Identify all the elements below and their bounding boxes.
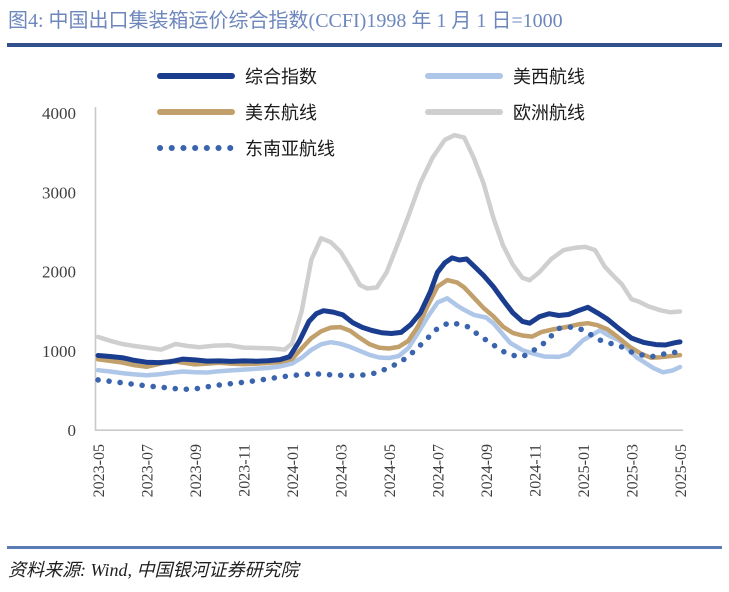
x-tick-label: 2023-05 xyxy=(91,444,108,497)
legend-item-composite: 综合指数 xyxy=(156,58,424,94)
series-line-us-west xyxy=(95,296,683,378)
y-tick-label: 4000 xyxy=(42,104,76,123)
series-line-southeast-asia xyxy=(95,319,683,393)
x-tick-label: 2024-07 xyxy=(431,444,448,497)
legend-label-southeast-asia: 东南亚航线 xyxy=(245,139,335,159)
x-tick-label: 2024-01 xyxy=(285,444,302,497)
legend-swatch-europe-line-icon xyxy=(425,109,503,115)
legend-swatch-southeast-asia-dotted-line-icon xyxy=(157,145,235,151)
legend-item-us-west: 美西航线 xyxy=(424,58,585,94)
legend-swatch-us-east-line-icon xyxy=(157,109,235,115)
footer-rule xyxy=(7,546,722,549)
legend-label-composite: 综合指数 xyxy=(245,67,317,87)
legend-item-southeast-asia: 东南亚航线 xyxy=(156,130,424,166)
figure-title: 图4: 中国出口集装箱运价综合指数(CCFI)1998 年 1 月 1 日=10… xyxy=(8,10,563,32)
y-tick-label: 3000 xyxy=(42,183,76,202)
y-tick-label: 2000 xyxy=(42,263,76,282)
title-rule xyxy=(7,43,722,47)
x-tick-label: 2024-11 xyxy=(528,444,545,497)
series-line-composite xyxy=(95,255,683,366)
chart-legend: 综合指数 美西航线美东航线 欧洲航线东南亚航线 xyxy=(156,58,585,166)
x-tick-label: 2023-09 xyxy=(188,444,205,497)
x-tick-label: 2025-03 xyxy=(625,444,642,497)
legend-label-europe: 欧洲航线 xyxy=(513,103,585,123)
x-tick-label: 2025-05 xyxy=(673,444,690,497)
x-tick-label: 2023-11 xyxy=(237,444,254,497)
y-tick-label: 1000 xyxy=(42,342,76,361)
x-tick-label: 2023-07 xyxy=(140,444,157,497)
series-line-europe xyxy=(95,132,683,352)
legend-swatch-us-west-line-icon xyxy=(425,73,503,79)
legend-label-us-west: 美西航线 xyxy=(513,67,585,87)
y-tick-label: 0 xyxy=(68,421,77,440)
legend-label-us-east: 美东航线 xyxy=(245,103,317,123)
legend-item-europe: 欧洲航线 xyxy=(424,94,585,130)
x-tick-label: 2024-09 xyxy=(479,444,496,497)
source-text: 资料来源: Wind, 中国银河证券研究院 xyxy=(8,560,299,580)
x-tick-label: 2024-03 xyxy=(334,444,351,497)
series-line-us-east xyxy=(95,277,683,370)
x-tick-label: 2025-01 xyxy=(576,444,593,497)
legend-item-us-east: 美东航线 xyxy=(156,94,424,130)
x-tick-label: 2024-05 xyxy=(382,444,399,497)
legend-swatch-composite-line-icon xyxy=(157,73,235,79)
